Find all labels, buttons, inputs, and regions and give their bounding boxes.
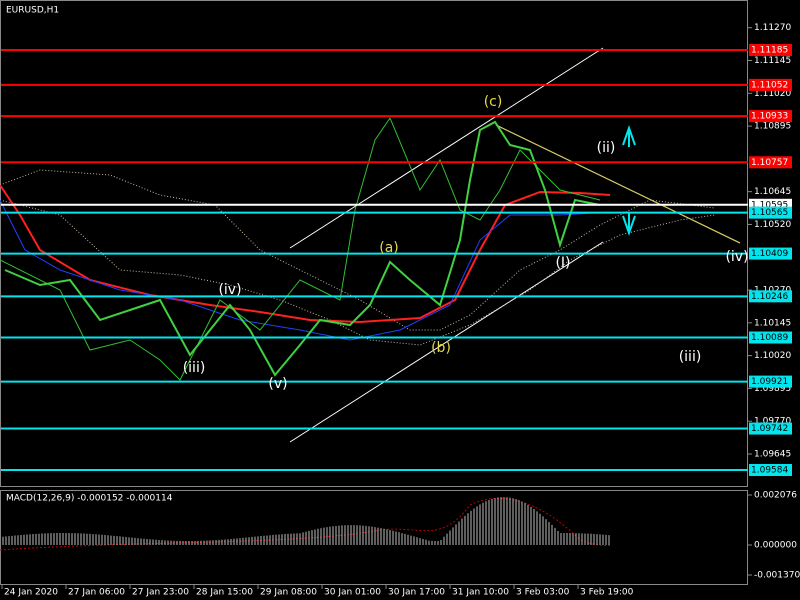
price-tick-label: 1.10145 xyxy=(754,318,791,328)
level-tag xyxy=(749,44,792,56)
level-tag xyxy=(749,464,792,476)
main-frame xyxy=(0,0,748,487)
price-tick-label: 1.09895 xyxy=(754,384,791,394)
level-label: 1.10933 xyxy=(751,112,788,122)
time-label: 27 Jan 06:00 xyxy=(68,588,125,598)
price-tick-label: 1.11270 xyxy=(754,23,791,33)
time-label: 29 Jan 08:00 xyxy=(260,588,317,598)
decor xyxy=(0,47,741,551)
price-tick-label: 1.11020 xyxy=(754,89,791,99)
level-tag xyxy=(749,375,792,388)
price-tick-label: 1.10895 xyxy=(754,122,791,132)
level-label: 1.09584 xyxy=(751,466,788,476)
symbol-title: EURUSD,H1 xyxy=(6,6,59,16)
level-tag xyxy=(749,206,792,219)
cloud-edge xyxy=(0,199,716,346)
up-arrow xyxy=(622,124,636,147)
price-tick-label: 1.10020 xyxy=(754,351,791,361)
chikou-line xyxy=(0,116,601,381)
macd-frame xyxy=(0,490,748,585)
down-arrow xyxy=(622,212,636,237)
price-candles xyxy=(4,120,601,377)
time-label: 27 Jan 23:00 xyxy=(132,588,189,598)
wave-label: (iv) xyxy=(218,282,241,298)
time-label: 3 Feb 19:00 xyxy=(580,588,634,598)
time-label: 31 Jan 10:00 xyxy=(452,588,509,598)
wave-label: (ii) xyxy=(597,140,616,156)
level-tag xyxy=(749,331,792,344)
wave-label: (iii) xyxy=(183,360,206,376)
level-label: 1.09742 xyxy=(751,424,788,434)
level-label: 1.10409 xyxy=(751,249,788,259)
level-label: 1.10595 xyxy=(751,200,788,210)
price-tick-label: 1.09645 xyxy=(754,449,791,459)
level-label: 1.09921 xyxy=(751,377,788,387)
level-tag xyxy=(749,247,792,260)
time-label: 30 Jan 17:00 xyxy=(388,588,445,598)
level-tag xyxy=(749,110,792,123)
moving-average xyxy=(0,184,611,324)
price-tick-label: 1.10520 xyxy=(754,220,791,230)
macd-tick-label: -0.001370 xyxy=(754,571,800,581)
level-tag xyxy=(749,78,792,91)
wave-label: (c) xyxy=(484,94,503,110)
level-label: 1.10089 xyxy=(751,333,788,343)
level-label: 1.11052 xyxy=(751,80,788,90)
time-label: 28 Jan 15:00 xyxy=(196,588,253,598)
moving-average xyxy=(0,199,611,341)
price-tick-label: 1.10645 xyxy=(754,187,791,197)
level-label: 1.10565 xyxy=(751,208,788,218)
level-tag xyxy=(749,290,792,303)
wave-label: (iii) xyxy=(679,349,702,365)
level-label: 1.11185 xyxy=(751,46,788,56)
level-tag xyxy=(749,156,792,169)
price-tick-label: 1.09770 xyxy=(754,417,791,427)
price-tick-label: 1.11145 xyxy=(754,56,791,66)
wave-label: (I) xyxy=(555,255,570,271)
wave-label: (b) xyxy=(431,340,451,356)
macd-label: MACD(12,26,9) -0.000152 -0.000114 xyxy=(6,494,173,504)
time-label: 30 Jan 01:00 xyxy=(324,588,381,598)
macd-tick-label: 0.000000 xyxy=(754,541,797,551)
macd-signal xyxy=(0,498,613,551)
level-tag xyxy=(749,422,792,435)
wave-label: (v) xyxy=(268,376,287,392)
level-label: 1.10757 xyxy=(751,158,788,168)
level-label: 1.10246 xyxy=(751,292,788,302)
time-label: 24 Jan 2020 xyxy=(4,588,58,598)
wave-label: (iv) xyxy=(725,249,748,265)
macd-tick-label: 0.002076 xyxy=(754,491,797,501)
trend-line xyxy=(495,124,741,244)
time-label: 3 Feb 03:00 xyxy=(516,588,570,598)
wave-label: (a) xyxy=(379,240,399,256)
